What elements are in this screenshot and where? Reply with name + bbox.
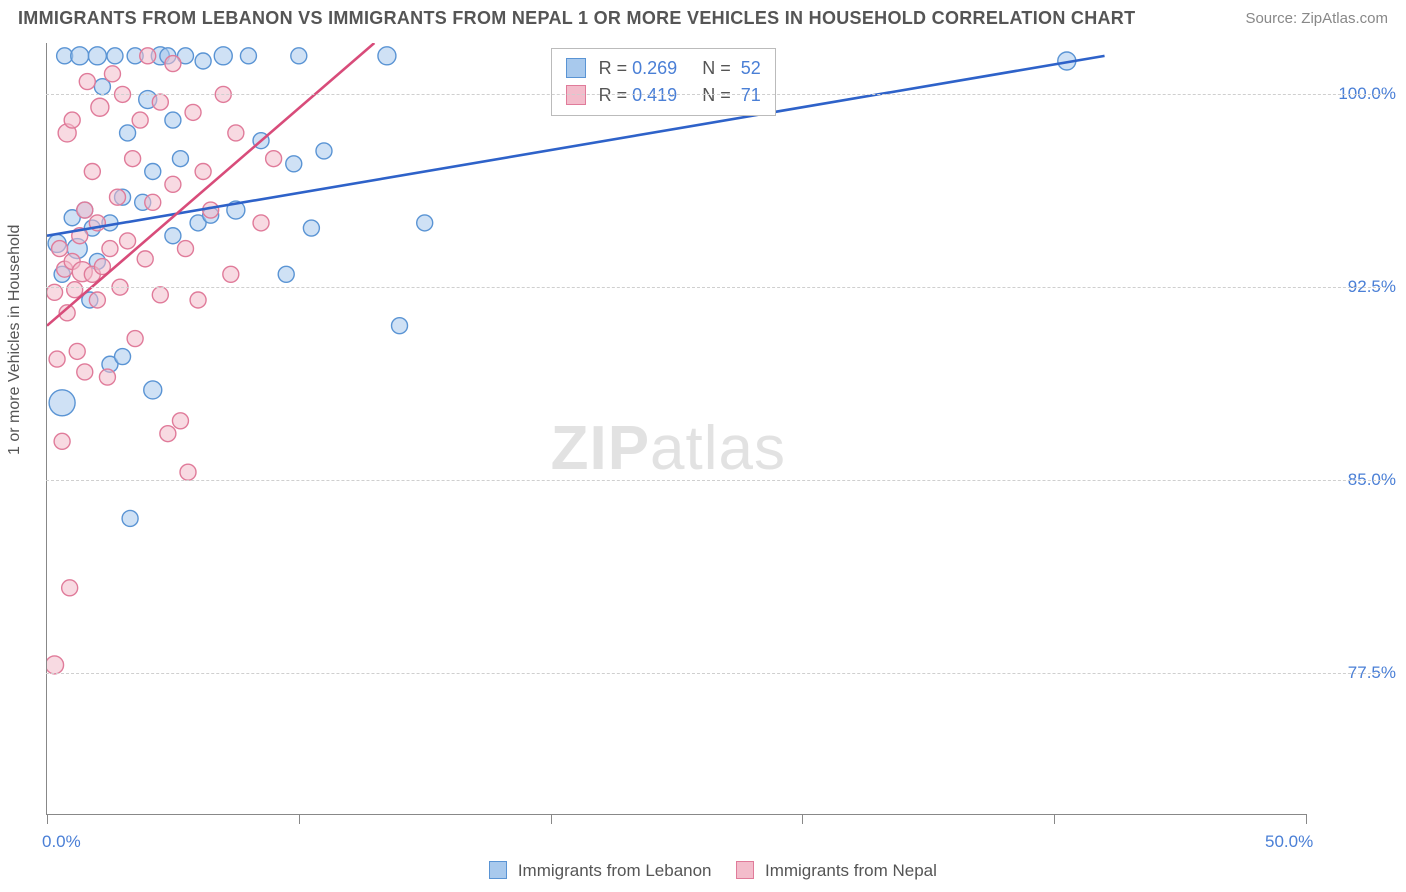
x-tick (47, 814, 48, 824)
x-tick (1306, 814, 1307, 824)
legend-swatch-lebanon (489, 861, 507, 879)
correlation-box: R = 0.269 N = 52 R = 0.419 N = 71 (551, 48, 776, 116)
corr-swatch (566, 58, 586, 78)
x-tick-label: 0.0% (42, 832, 81, 852)
corr-row: R = 0.419 N = 71 (566, 82, 761, 109)
source-label: Source: ZipAtlas.com (1245, 10, 1388, 27)
watermark: ZIPatlas (551, 413, 786, 484)
corr-r-lbl: R = (599, 58, 633, 78)
x-tick (299, 814, 300, 824)
corr-r-val: 0.269 (632, 58, 677, 78)
grid-line (46, 94, 1386, 95)
corr-row: R = 0.269 N = 52 (566, 55, 761, 82)
grid-line (46, 480, 1386, 481)
bottom-legend: Immigrants from Lebanon Immigrants from … (0, 861, 1406, 881)
grid-line (46, 673, 1386, 674)
x-tick (1054, 814, 1055, 824)
title-bar: IMMIGRANTS FROM LEBANON VS IMMIGRANTS FR… (0, 0, 1406, 35)
x-tick (802, 814, 803, 824)
grid-line (46, 287, 1386, 288)
corr-n-val: 52 (736, 58, 761, 78)
chart-svg (47, 43, 1306, 814)
legend-swatch-nepal (736, 861, 754, 879)
y-axis-label: 1 or more Vehicles in Household (6, 225, 24, 455)
x-tick-label: 50.0% (1265, 832, 1313, 852)
corr-n-lbl: N = (702, 58, 736, 78)
chart-wrap: 1 or more Vehicles in Household ZIPatlas… (0, 35, 1406, 885)
legend-label-nepal: Immigrants from Nepal (765, 861, 937, 880)
x-tick (551, 814, 552, 824)
legend-label-lebanon: Immigrants from Lebanon (518, 861, 712, 880)
plot-area: ZIPatlas R = 0.269 N = 52 R = 0.419 N = … (46, 43, 1306, 815)
chart-title: IMMIGRANTS FROM LEBANON VS IMMIGRANTS FR… (18, 8, 1135, 29)
